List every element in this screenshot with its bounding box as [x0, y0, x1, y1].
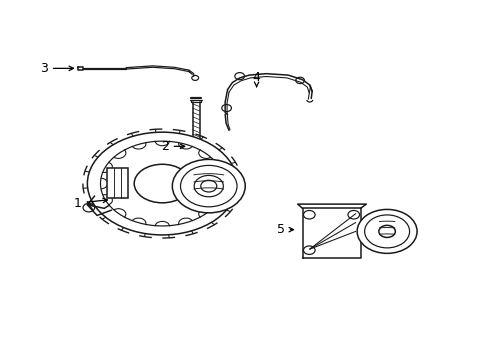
Text: 1: 1: [74, 197, 107, 210]
Text: 3: 3: [40, 62, 73, 75]
Text: 2: 2: [161, 140, 184, 153]
Ellipse shape: [134, 164, 190, 203]
Ellipse shape: [180, 165, 237, 207]
Ellipse shape: [101, 141, 224, 226]
Ellipse shape: [194, 175, 223, 197]
Ellipse shape: [378, 225, 395, 238]
Text: 4: 4: [252, 71, 260, 87]
Text: 5: 5: [276, 223, 293, 236]
Ellipse shape: [87, 132, 237, 235]
Ellipse shape: [364, 215, 409, 248]
Ellipse shape: [356, 210, 416, 253]
Ellipse shape: [172, 159, 244, 213]
Bar: [106, 168, 128, 198]
